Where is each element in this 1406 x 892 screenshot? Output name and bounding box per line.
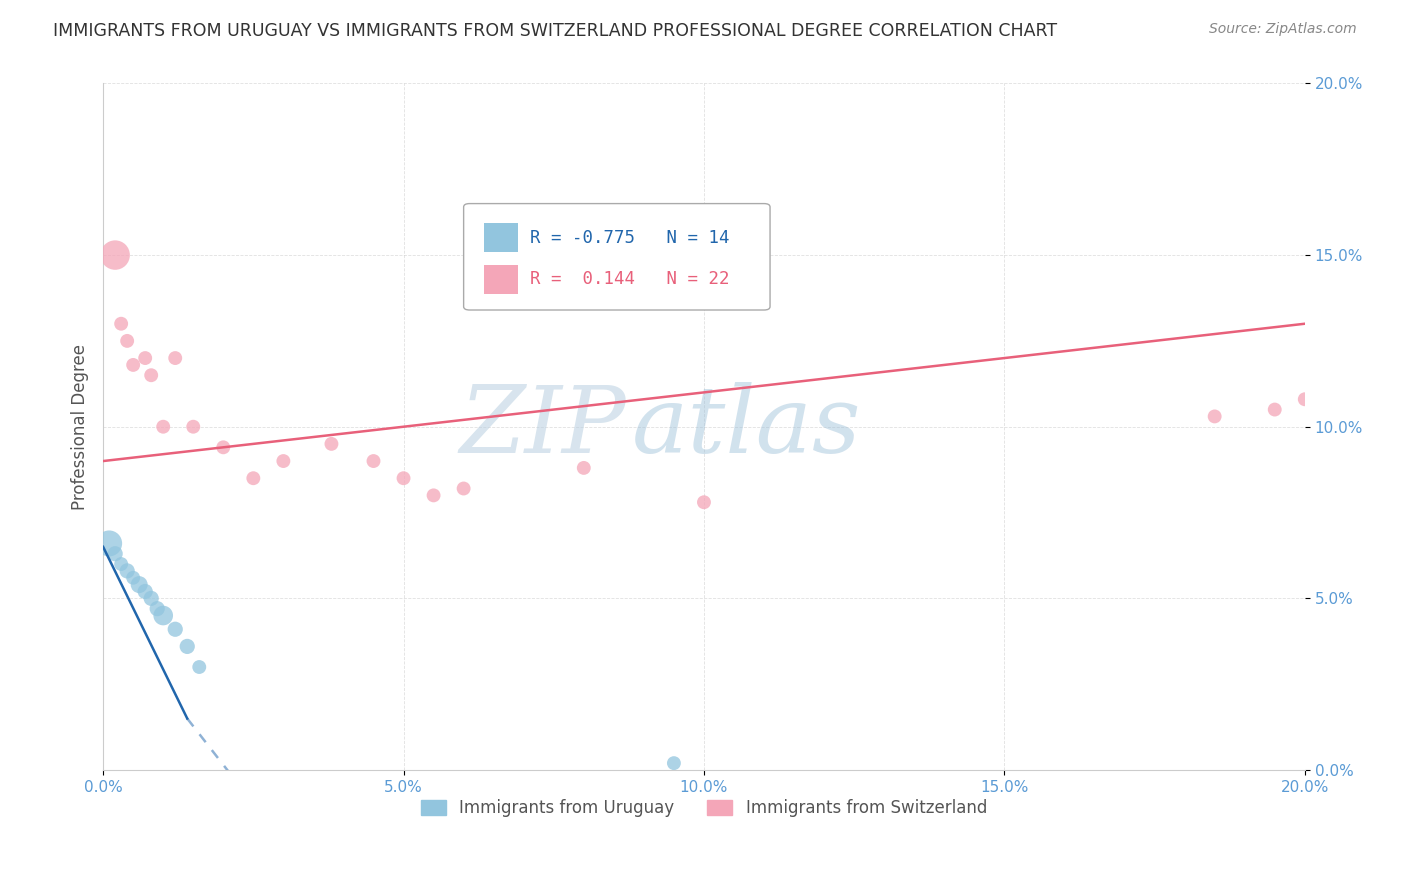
Point (110, 557, 132, 571)
Point (1204, 409, 1226, 424)
Text: atlas: atlas (631, 382, 862, 472)
Point (141, 368, 163, 383)
Point (128, 577, 150, 591)
Legend: Immigrants from Uruguay, Immigrants from Switzerland: Immigrants from Uruguay, Immigrants from… (413, 792, 994, 823)
Point (115, 334, 138, 348)
Point (176, 640, 198, 654)
Point (453, 482, 475, 496)
Point (363, 454, 385, 468)
Text: R =  0.144   N = 22: R = 0.144 N = 22 (530, 270, 730, 288)
Point (104, 248, 127, 262)
Y-axis label: Professional Degree: Professional Degree (72, 343, 89, 509)
Point (104, 547, 127, 561)
Bar (484, 265, 517, 293)
Text: ZIP: ZIP (460, 382, 626, 472)
Point (321, 437, 343, 451)
Point (152, 608, 174, 623)
Point (392, 471, 415, 485)
Point (152, 419, 174, 434)
Point (422, 488, 444, 502)
Point (122, 571, 145, 585)
Point (212, 440, 235, 454)
Point (1264, 402, 1286, 417)
Point (146, 601, 169, 615)
Point (98, 536, 121, 550)
Point (693, 495, 716, 509)
Point (134, 351, 156, 365)
Point (165, 622, 187, 636)
Point (122, 358, 145, 372)
Point (242, 471, 264, 485)
FancyBboxPatch shape (464, 203, 770, 310)
Point (110, 317, 132, 331)
Point (181, 419, 204, 434)
Point (188, 660, 211, 674)
Point (165, 351, 187, 365)
Point (662, 756, 685, 771)
Point (134, 584, 156, 599)
Bar (484, 224, 517, 252)
Point (115, 564, 138, 578)
Text: Source: ZipAtlas.com: Source: ZipAtlas.com (1209, 22, 1357, 37)
Point (572, 461, 595, 475)
Point (1294, 392, 1316, 407)
Point (273, 454, 295, 468)
Text: R = -0.775   N = 14: R = -0.775 N = 14 (530, 229, 730, 247)
Point (141, 591, 163, 606)
Text: IMMIGRANTS FROM URUGUAY VS IMMIGRANTS FROM SWITZERLAND PROFESSIONAL DEGREE CORRE: IMMIGRANTS FROM URUGUAY VS IMMIGRANTS FR… (53, 22, 1057, 40)
